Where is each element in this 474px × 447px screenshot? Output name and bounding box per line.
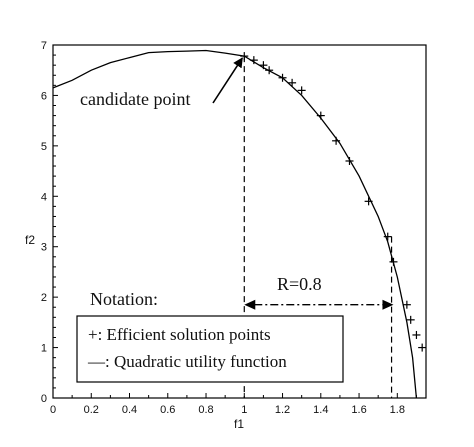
plus-marker (364, 197, 373, 206)
plot-frame (52, 44, 427, 399)
r-arrow-right (382, 299, 394, 310)
plus-marker (402, 300, 411, 309)
legend-title: Notation: (90, 289, 158, 309)
legend-entry-curve: —: Quadratic utility function (87, 352, 287, 371)
y-axis-title: f2 (25, 233, 35, 247)
x-tick-label: 0.4 (122, 404, 137, 416)
x-tick-label: 1.4 (313, 404, 328, 416)
x-axis: 0 0.2 0.4 0.6 0.8 1 1.2 1.4 1.6 1.8 (50, 393, 417, 416)
r-label: R=0.8 (277, 274, 322, 294)
x-tick-label: 1 (241, 404, 247, 416)
plus-marker (259, 61, 268, 70)
y-tick-label: 7 (41, 40, 47, 52)
y-tick-label: 5 (41, 141, 47, 153)
x-tick-label: 1.8 (390, 404, 405, 416)
plus-marker (249, 56, 258, 65)
y-tick-label: 3 (41, 242, 47, 254)
x-tick-label: 0 (50, 404, 56, 416)
plus-marker (412, 330, 421, 339)
plus-marker (297, 86, 306, 95)
plus-marker (265, 66, 274, 75)
plus-marker (345, 156, 354, 165)
y-axis: 0 1 2 3 4 5 6 7 (41, 40, 58, 405)
plus-marker (418, 343, 427, 352)
y-tick-label: 1 (41, 343, 47, 355)
r-arrow-left (244, 299, 256, 310)
plus-marker (316, 111, 325, 120)
plus-marker (278, 73, 287, 82)
x-tick-label: 1.2 (275, 404, 290, 416)
plus-marker (383, 232, 392, 241)
plus-marker (332, 136, 341, 145)
candidate-point-label: candidate point (80, 89, 190, 109)
x-tick-label: 0.6 (160, 404, 175, 416)
efficient-points (240, 52, 427, 352)
y-tick-label: 4 (41, 191, 47, 203)
plus-marker (389, 257, 398, 266)
x-tick-label: 0.2 (84, 404, 99, 416)
legend-entry-points: +: Efficient solution points (88, 325, 271, 344)
y-tick-label: 0 (41, 393, 47, 405)
candidate-arrow (212, 57, 243, 104)
plus-marker (406, 315, 415, 324)
x-tick-label: 0.8 (198, 404, 213, 416)
y-tick-label: 2 (41, 292, 47, 304)
y-tick-label: 6 (41, 90, 47, 102)
plus-marker (288, 78, 297, 87)
legend-box (76, 315, 344, 383)
x-tick-label: 1.6 (351, 404, 366, 416)
x-axis-title: f1 (234, 417, 244, 431)
